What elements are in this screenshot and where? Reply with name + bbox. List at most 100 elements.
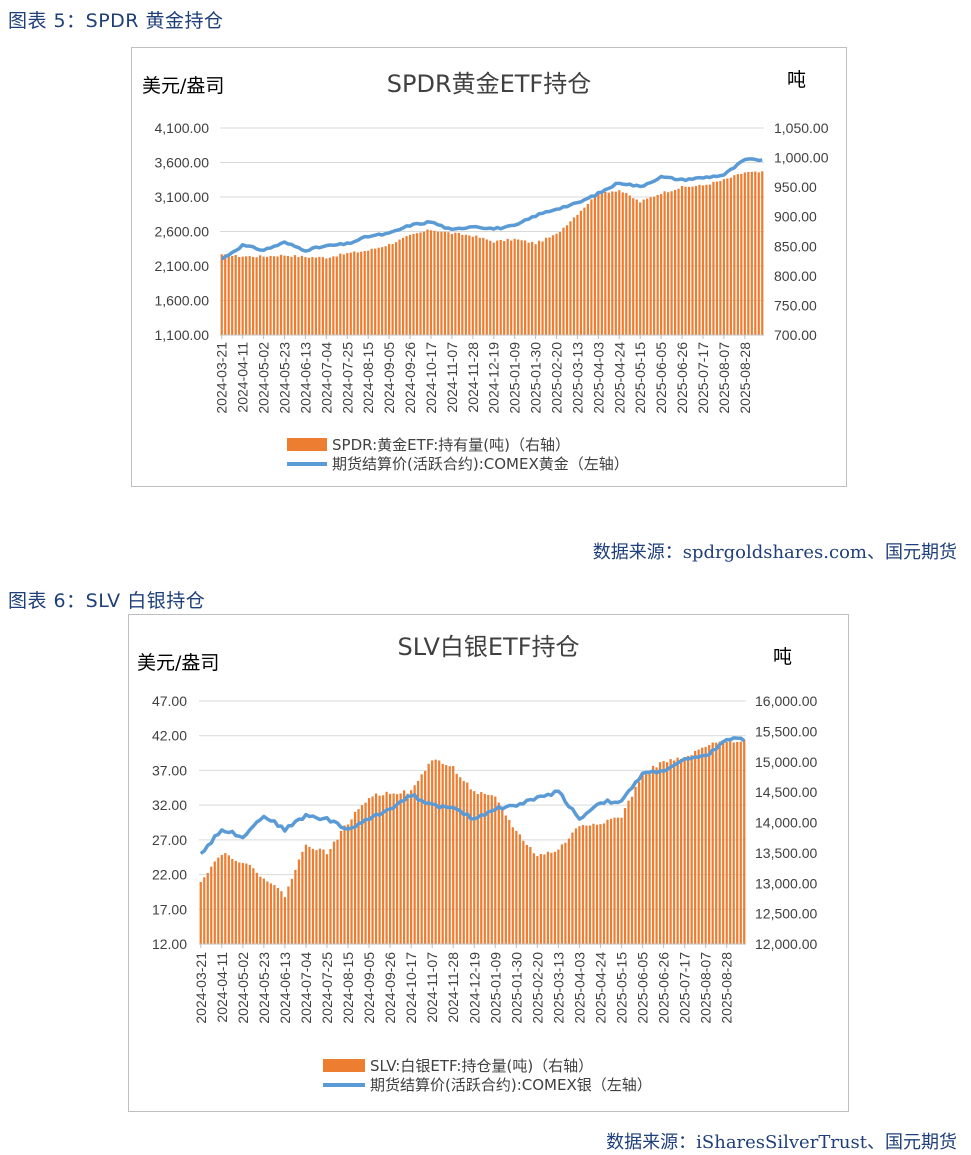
bar [754, 171, 757, 335]
figure-5-source: 数据来源：spdrgoldshares.com、国元期货 [593, 538, 957, 564]
bar [736, 742, 739, 944]
bar [614, 191, 617, 335]
x-tick-label: 2025-08-07 [698, 952, 714, 1024]
bar [572, 217, 576, 335]
bar-series [220, 171, 764, 335]
bar [683, 757, 686, 944]
left-tick-label: 2,100.00 [155, 258, 210, 274]
bar [616, 817, 620, 944]
bar [663, 191, 666, 335]
bar [328, 257, 331, 335]
bar [583, 207, 586, 335]
bar [743, 740, 746, 944]
bar [660, 194, 663, 335]
bar [673, 189, 677, 335]
bar [558, 231, 562, 335]
bar [410, 790, 413, 944]
bar [687, 755, 690, 944]
right-tick-label: 800.00 [774, 268, 817, 284]
bar [511, 827, 514, 944]
bar [729, 740, 732, 944]
gold-chart-box: SPDR黄金ETF持仓 美元/盎司 吨 1,100.00 1,600.00 2,100.0… [131, 47, 847, 487]
x-tick-label: 2024-05-02 [235, 952, 251, 1024]
left-tick-label: 17.00 [152, 901, 187, 917]
bar [405, 236, 408, 335]
bar [625, 192, 628, 335]
bar [635, 199, 638, 335]
bar [550, 852, 553, 944]
x-tick-label: 2025-04-03 [590, 342, 606, 414]
bar [454, 232, 457, 335]
bar [220, 254, 223, 335]
bar [627, 800, 630, 944]
x-tick-label: 2025-01-30 [508, 952, 524, 1024]
bar [662, 761, 665, 944]
bar [301, 851, 304, 944]
bar [426, 229, 429, 335]
x-tick-label: 2024-08-15 [360, 342, 376, 414]
bar [452, 766, 455, 944]
bar [590, 199, 593, 335]
x-tick-label: 2024-07-25 [339, 342, 355, 414]
x-tick-label: 2025-08-28 [719, 952, 735, 1024]
bar [623, 808, 627, 944]
bar [618, 190, 621, 335]
bar [546, 851, 550, 944]
right-tick-label: 15,000.00 [755, 754, 817, 770]
bar [620, 817, 623, 944]
bar [656, 194, 659, 335]
bar [701, 185, 705, 335]
bar [475, 235, 478, 335]
left-tick-label: 37.00 [152, 762, 187, 778]
bar [501, 809, 504, 944]
bar [399, 793, 402, 944]
bar [684, 186, 687, 335]
bar [532, 853, 535, 944]
bar [564, 842, 567, 944]
bar [403, 790, 406, 944]
x-tick-label: 2024-06-13 [297, 342, 313, 414]
bar [255, 872, 258, 944]
bar [384, 246, 387, 335]
bar [367, 798, 371, 944]
x-tick-label: 2025-04-24 [611, 342, 627, 414]
x-tick-label: 2025-01-09 [507, 342, 523, 414]
right-tick-label: 14,000.00 [755, 815, 817, 831]
bar [269, 255, 272, 335]
bar-series [199, 740, 746, 944]
bar [725, 742, 728, 944]
bar [534, 244, 537, 335]
bar [343, 825, 346, 944]
bar [457, 232, 460, 335]
x-tick-label: 2024-09-26 [382, 952, 398, 1024]
bar [325, 258, 328, 335]
left-axis-unit: 美元/盎司 [142, 75, 224, 97]
bar [708, 745, 711, 944]
right-tick-label: 1,000.00 [774, 150, 829, 166]
bar [415, 233, 419, 335]
bar [206, 873, 209, 944]
left-tick-label: 42.00 [152, 728, 187, 744]
bar [544, 237, 548, 335]
bar [529, 847, 532, 944]
bar [199, 881, 202, 944]
x-tick-label: 2024-11-07 [444, 342, 460, 413]
bar [255, 257, 258, 335]
bar [704, 746, 707, 944]
bar [634, 786, 637, 944]
bar [322, 849, 325, 944]
bar [213, 861, 216, 944]
x-tick-label: 2024-07-04 [318, 342, 334, 414]
bar [658, 762, 662, 944]
left-tick-label: 22.00 [152, 867, 187, 883]
left-tick-label: 4,100.00 [155, 120, 210, 136]
bar [574, 828, 578, 944]
bar [433, 230, 436, 335]
bar [339, 253, 342, 335]
x-tick-label: 2024-12-19 [486, 342, 502, 414]
bar [417, 780, 420, 944]
bar [595, 824, 599, 944]
bar [262, 878, 265, 944]
source-name: spdrgoldshares.com [682, 542, 867, 563]
right-tick-label: 13,500.00 [755, 845, 817, 861]
